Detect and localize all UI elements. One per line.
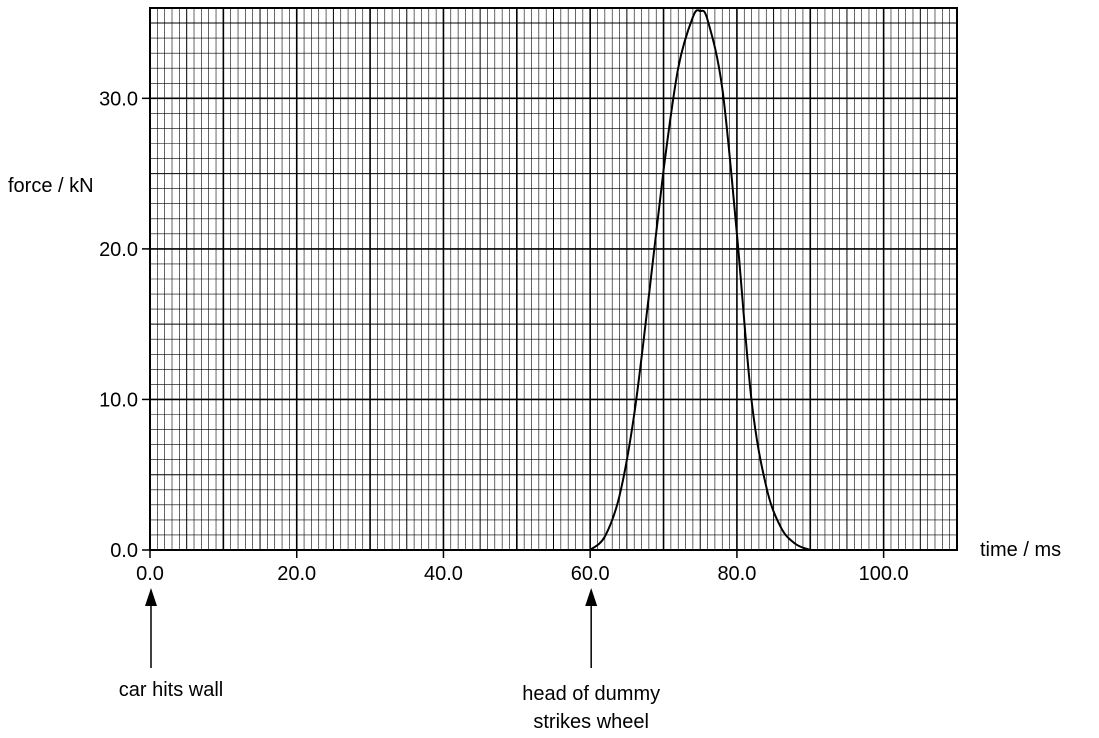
- plot-frame: [149, 7, 958, 551]
- annotation-label: head of dummy strikes wheel: [522, 683, 660, 733]
- x-tick-label: 80.0: [717, 563, 756, 585]
- y-tick-label: 30.0: [99, 88, 138, 110]
- x-axis-label: time / ms: [980, 539, 1061, 561]
- x-tick-label: 20.0: [277, 563, 316, 585]
- axis-ticks: 0.0 20.0 40.0 60.0 80.0 100.0 0.0 10.0 20.0 30.0: [99, 88, 909, 585]
- x-tick-label: 60.0: [571, 563, 610, 585]
- arrow-head-icon: [145, 588, 157, 606]
- annotation-label-line: head of dummy: [522, 683, 660, 705]
- x-tick-label: 0.0: [136, 563, 164, 585]
- force-curve: [589, 9, 811, 551]
- x-tick-label: 40.0: [424, 563, 463, 585]
- grid: [149, 7, 958, 551]
- y-tick-label: 0.0: [110, 540, 138, 562]
- x-tick-label: 100.0: [859, 563, 909, 585]
- y-axis-label: force / kN: [8, 175, 94, 197]
- y-tick-label: 10.0: [99, 389, 138, 411]
- annotation-label-line: strikes wheel: [533, 711, 649, 733]
- annotation-label: car hits wall: [119, 679, 223, 701]
- annotation-car-hits-wall: car hits wall: [119, 588, 223, 701]
- arrow-head-icon: [585, 588, 598, 606]
- annotation-head-strikes-wheel: head of dummy strikes wheel: [522, 588, 660, 733]
- y-tick-label: 20.0: [99, 239, 138, 261]
